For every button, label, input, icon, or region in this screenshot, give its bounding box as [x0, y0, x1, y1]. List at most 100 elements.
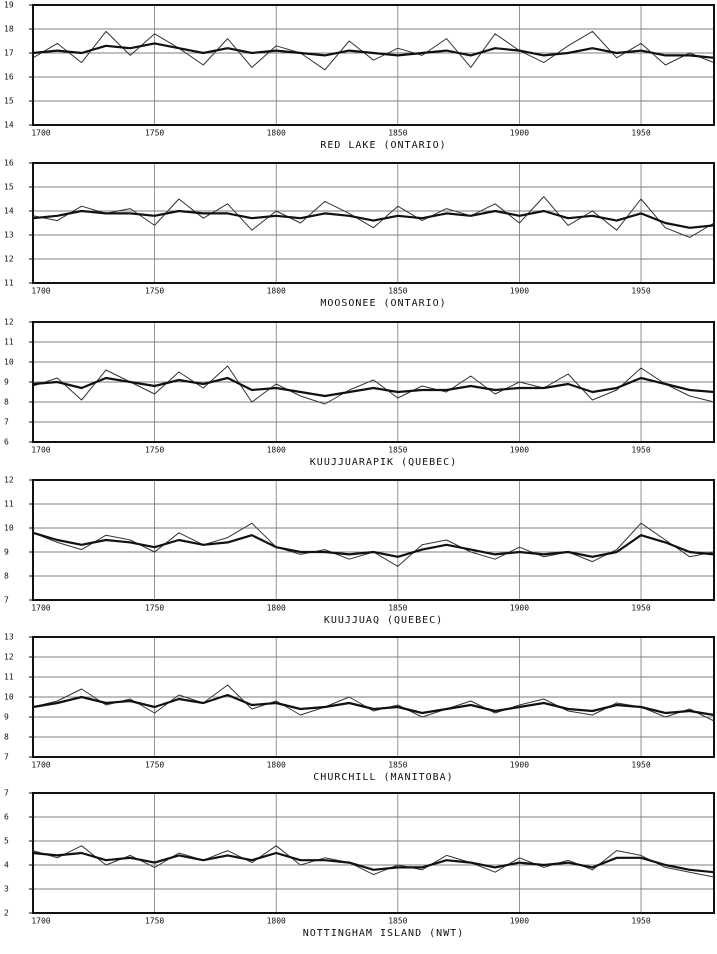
- x-tick-label: 1900: [510, 604, 529, 613]
- y-tick-label: 14: [4, 121, 14, 130]
- x-tick-label: 1950: [631, 129, 650, 138]
- x-tick-label: 1750: [145, 917, 164, 926]
- plot-frame: [32, 636, 715, 758]
- annual-line: [32, 365, 715, 405]
- plot-frame: [32, 792, 715, 914]
- y-tick-label: 12: [4, 476, 14, 485]
- y-tick-label: 11: [4, 279, 14, 288]
- x-tick-label: 1700: [31, 287, 50, 296]
- x-tick-label: 1850: [388, 446, 407, 455]
- x-tick-label: 1950: [631, 604, 650, 613]
- annual-line: [32, 684, 715, 722]
- chart-title: KUUJJUAQ (QUEBEC): [324, 615, 443, 626]
- annual-line: [32, 196, 715, 238]
- x-tick-label: 1850: [388, 917, 407, 926]
- x-tick-label: 1950: [631, 446, 650, 455]
- x-tick-label: 1900: [510, 129, 529, 138]
- plot-frame: [32, 479, 715, 601]
- smoothed-line: [32, 209, 715, 229]
- y-tick-label: 16: [4, 159, 14, 168]
- y-tick-label: 15: [4, 183, 14, 192]
- y-tick-label: 6: [4, 813, 9, 822]
- x-tick-label: 1700: [31, 129, 50, 138]
- smoothed-line: [32, 531, 715, 558]
- x-tick-label: 1950: [631, 287, 650, 296]
- y-tick-label: 13: [4, 231, 14, 240]
- chart-title: KUUJJUARAPIK (QUEBEC): [310, 457, 457, 468]
- x-tick-label: 1800: [267, 129, 286, 138]
- x-tick-label: 1750: [145, 761, 164, 770]
- y-tick-label: 14: [4, 207, 14, 216]
- x-tick-label: 1700: [31, 761, 50, 770]
- x-tick-label: 1800: [267, 446, 286, 455]
- x-tick-label: 1700: [31, 604, 50, 613]
- y-tick-label: 11: [4, 673, 14, 682]
- x-tick-label: 1950: [631, 917, 650, 926]
- x-tick-label: 1750: [145, 287, 164, 296]
- chart-title: RED LAKE (ONTARIO): [320, 140, 446, 151]
- annual-line: [32, 522, 715, 567]
- smoothed-line: [32, 851, 715, 874]
- y-tick-label: 18: [4, 25, 14, 34]
- chart-title: CHURCHILL (MANITOBA): [313, 772, 453, 783]
- x-tick-label: 1850: [388, 129, 407, 138]
- x-tick-label: 1900: [510, 761, 529, 770]
- annual-line: [32, 845, 715, 878]
- y-tick-label: 11: [4, 500, 14, 509]
- chart-title: NOTTINGHAM ISLAND (NWT): [303, 928, 464, 939]
- y-tick-label: 8: [4, 733, 9, 742]
- plot-frame: [32, 321, 715, 443]
- y-tick-label: 10: [4, 358, 14, 367]
- y-tick-label: 7: [4, 596, 9, 605]
- x-tick-label: 1900: [510, 917, 529, 926]
- y-tick-label: 7: [4, 753, 9, 762]
- y-tick-label: 9: [4, 548, 9, 557]
- x-tick-label: 1950: [631, 761, 650, 770]
- x-tick-label: 1850: [388, 287, 407, 296]
- annual-line: [32, 30, 715, 71]
- y-tick-label: 7: [4, 789, 9, 798]
- x-tick-label: 1700: [31, 917, 50, 926]
- y-tick-label: 2: [4, 909, 9, 918]
- y-tick-label: 12: [4, 255, 14, 264]
- smoothed-line: [32, 42, 715, 59]
- x-tick-label: 1750: [145, 604, 164, 613]
- y-tick-label: 3: [4, 885, 9, 894]
- y-tick-label: 15: [4, 97, 14, 106]
- x-tick-label: 1750: [145, 446, 164, 455]
- x-tick-label: 1850: [388, 604, 407, 613]
- chart-title: MOOSONEE (ONTARIO): [320, 298, 446, 309]
- y-tick-label: 7: [4, 418, 9, 427]
- y-tick-label: 11: [4, 338, 14, 347]
- x-tick-label: 1750: [145, 129, 164, 138]
- x-tick-label: 1700: [31, 446, 50, 455]
- y-tick-label: 9: [4, 378, 9, 387]
- y-tick-label: 19: [4, 1, 14, 10]
- plot-frame: [32, 162, 715, 284]
- y-tick-label: 8: [4, 572, 9, 581]
- y-tick-label: 12: [4, 318, 14, 327]
- y-tick-label: 5: [4, 837, 9, 846]
- plot-frame: [32, 4, 715, 126]
- smoothed-line: [32, 693, 715, 717]
- x-tick-label: 1800: [267, 604, 286, 613]
- x-tick-label: 1900: [510, 446, 529, 455]
- y-tick-label: 17: [4, 49, 14, 58]
- y-tick-label: 6: [4, 438, 9, 447]
- y-tick-label: 4: [4, 861, 9, 870]
- y-tick-label: 10: [4, 693, 14, 702]
- smoothed-line: [32, 376, 715, 398]
- x-tick-label: 1800: [267, 761, 286, 770]
- x-tick-label: 1800: [267, 287, 286, 296]
- y-tick-label: 16: [4, 73, 14, 82]
- y-tick-label: 9: [4, 713, 9, 722]
- x-tick-label: 1900: [510, 287, 529, 296]
- y-tick-label: 12: [4, 653, 14, 662]
- x-tick-label: 1850: [388, 761, 407, 770]
- y-tick-label: 8: [4, 398, 9, 407]
- y-tick-label: 13: [4, 633, 14, 642]
- x-tick-label: 1800: [267, 917, 286, 926]
- y-tick-label: 10: [4, 524, 14, 533]
